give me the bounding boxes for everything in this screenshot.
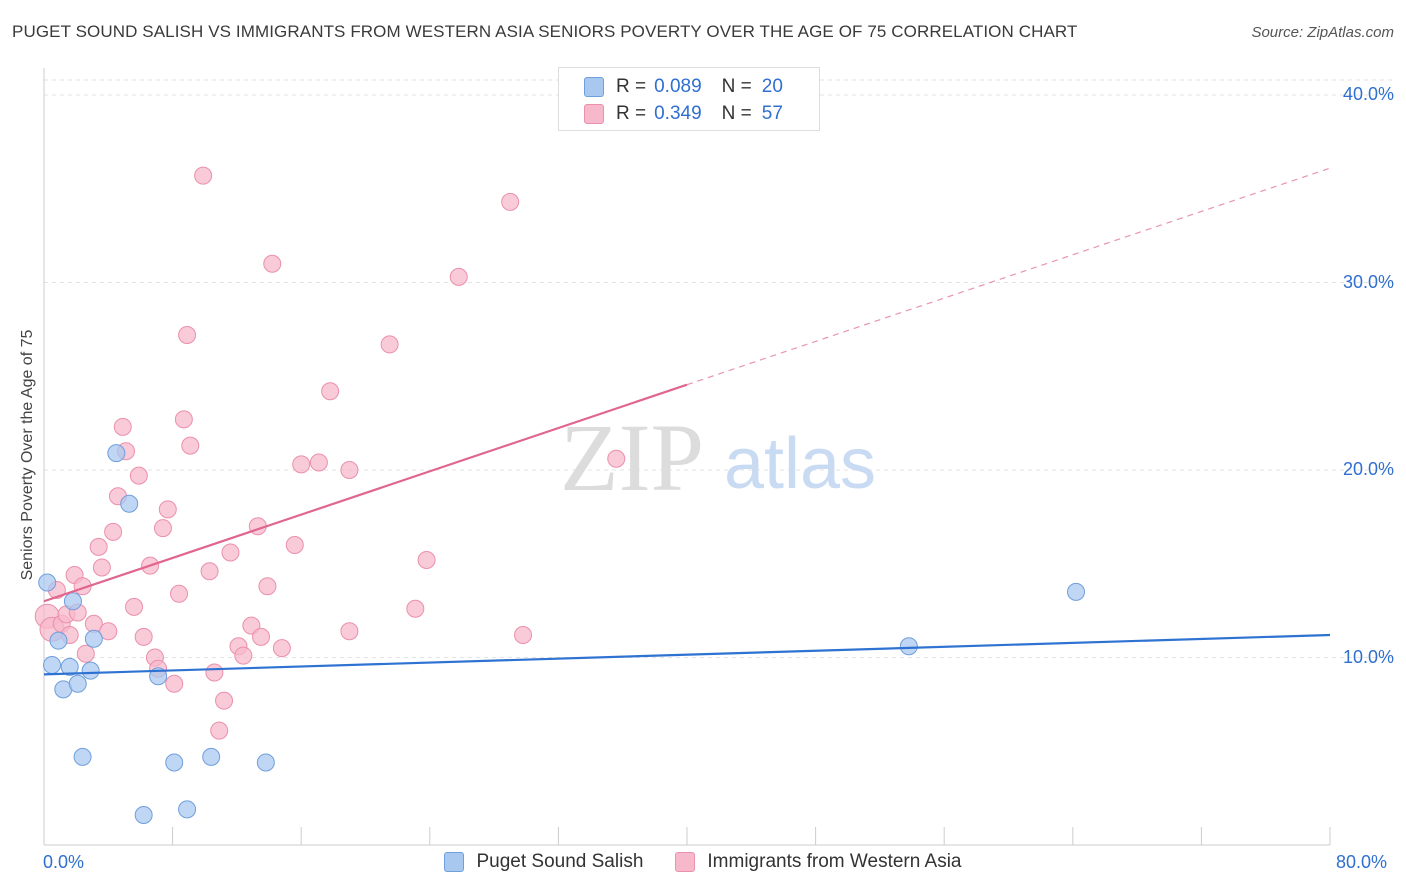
legend-label: Puget Sound Salish xyxy=(476,851,644,872)
trend-line-extension-pink xyxy=(686,167,1331,386)
data-point-pink xyxy=(309,453,328,472)
data-point-pink xyxy=(129,466,148,485)
data-point-pink xyxy=(134,627,153,646)
data-point-pink xyxy=(170,584,189,603)
data-point-pink xyxy=(321,382,340,401)
data-point-pink xyxy=(92,558,111,577)
data-point-pink xyxy=(205,663,224,682)
n-value: 57 xyxy=(761,103,783,124)
source-label: Source: ZipAtlas.com xyxy=(1251,24,1394,41)
data-point-pink xyxy=(165,674,184,693)
legend-item-puget-sound-salish[interactable]: Puget Sound Salish xyxy=(444,851,643,873)
blue-swatch-icon xyxy=(584,77,604,97)
data-point-pink xyxy=(113,417,132,436)
r-label: R = xyxy=(616,76,647,97)
data-point-blue xyxy=(1067,582,1086,601)
data-point-blue xyxy=(38,573,57,592)
watermark-atlas: atlas xyxy=(724,424,876,504)
stats-row-immigrants-western-asia: R = 0.349 N = 57 xyxy=(584,102,783,126)
data-point-pink xyxy=(514,626,533,644)
data-point-blue xyxy=(256,753,275,772)
data-point-pink xyxy=(125,597,144,616)
data-point-pink xyxy=(194,166,213,185)
data-point-pink xyxy=(221,543,240,562)
n-value: 20 xyxy=(761,76,783,97)
data-point-blue xyxy=(43,656,62,674)
data-point-pink xyxy=(292,455,311,474)
x-tick-label-max: 80.0% xyxy=(1336,852,1388,872)
legend-item-immigrants-western-asia[interactable]: Immigrants from Western Asia xyxy=(675,851,962,873)
gridlines xyxy=(44,79,1392,658)
r-label: R = xyxy=(616,103,647,124)
data-point-pink xyxy=(104,522,123,541)
series-legend: Puget Sound Salish Immigrants from Weste… xyxy=(0,851,1406,873)
data-point-pink xyxy=(380,335,399,354)
data-point-pink xyxy=(215,691,234,710)
data-point-pink xyxy=(210,721,229,740)
data-point-pink xyxy=(178,326,197,344)
data-point-blue xyxy=(49,631,68,650)
y-tick-label: 30.0% xyxy=(1342,271,1394,292)
data-point-pink xyxy=(449,267,468,286)
x-tick-label-min: 0.0% xyxy=(43,852,85,872)
data-point-pink xyxy=(417,551,436,569)
data-point-pink xyxy=(181,436,200,455)
data-point-pink xyxy=(252,627,271,646)
data-point-pink xyxy=(76,644,95,663)
data-point-blue xyxy=(120,494,139,513)
data-point-pink xyxy=(263,254,282,273)
stats-row-puget-sound-salish: R = 0.089 N = 20 xyxy=(584,75,783,99)
data-point-blue xyxy=(73,747,92,766)
pink-swatch-icon xyxy=(675,852,696,872)
n-label: N = xyxy=(721,103,752,124)
pink-swatch-icon xyxy=(584,104,604,124)
data-point-pink xyxy=(272,639,291,658)
data-point-pink xyxy=(340,622,359,641)
data-point-pink xyxy=(99,622,118,641)
y-tick-label: 40.0% xyxy=(1342,84,1394,104)
data-point-pink xyxy=(285,536,304,554)
data-point-blue xyxy=(899,637,918,656)
data-point-blue xyxy=(178,800,197,819)
data-point-pink xyxy=(340,461,359,479)
chart-title: PUGET SOUND SALISH VS IMMIGRANTS FROM WE… xyxy=(12,22,1078,41)
data-point-pink xyxy=(153,519,172,538)
data-point-pink xyxy=(607,449,626,468)
axes xyxy=(43,68,1331,846)
data-point-blue xyxy=(202,747,221,766)
data-point-blue xyxy=(107,444,126,463)
y-tick-label: 20.0% xyxy=(1342,459,1394,479)
stats-legend: R = 0.089 N = 20 R = 0.349 N = 57 xyxy=(558,67,820,131)
data-point-blue xyxy=(81,661,100,680)
data-point-blue xyxy=(84,629,103,648)
series-puget-sound-salish xyxy=(38,444,1086,824)
data-point-blue xyxy=(165,753,184,772)
trend-lines xyxy=(43,167,1331,676)
data-point-pink xyxy=(258,577,277,596)
data-point-pink xyxy=(158,500,177,519)
data-point-pink xyxy=(174,410,193,429)
data-point-pink xyxy=(501,192,520,211)
data-point-pink xyxy=(200,562,219,581)
data-point-blue xyxy=(68,674,87,693)
n-label: N = xyxy=(721,76,752,97)
trend-line-blue xyxy=(43,633,1331,676)
data-point-blue xyxy=(134,806,153,824)
series-immigrants-western-asia xyxy=(34,166,626,740)
r-value: 0.349 xyxy=(654,103,702,124)
data-point-blue xyxy=(63,592,82,611)
blue-swatch-icon xyxy=(444,852,465,872)
data-point-blue xyxy=(60,657,79,676)
legend-label: Immigrants from Western Asia xyxy=(707,851,962,872)
watermark-zip: ZIP xyxy=(560,404,704,511)
trend-line-pink xyxy=(43,383,688,603)
r-value: 0.089 xyxy=(654,76,702,97)
y-tick-label: 10.0% xyxy=(1342,646,1394,667)
data-point-pink xyxy=(234,646,253,665)
data-point-pink xyxy=(89,537,108,556)
data-point-pink xyxy=(406,599,425,618)
